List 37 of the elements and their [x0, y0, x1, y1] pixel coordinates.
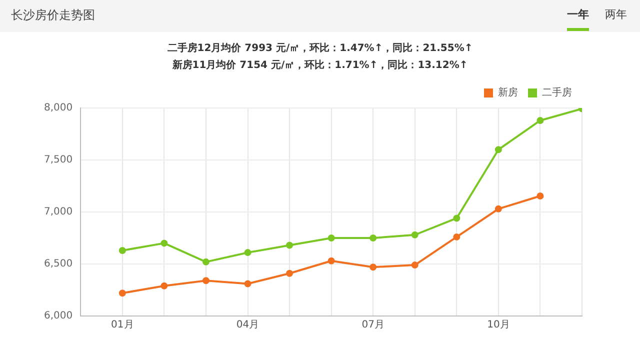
point [244, 280, 252, 288]
point [370, 234, 377, 242]
point [536, 116, 544, 124]
point [118, 290, 126, 297]
point [202, 277, 210, 284]
point [536, 192, 544, 200]
text: 一年 [567, 7, 589, 31]
text: 两年 [605, 7, 627, 23]
point [328, 257, 335, 264]
point [411, 262, 418, 269]
point [286, 270, 294, 277]
point [494, 205, 502, 212]
y-tick-label: 8,000 [44, 102, 73, 114]
point [118, 246, 126, 254]
point [494, 146, 502, 154]
point [411, 231, 418, 238]
y-tick-label: 7,000 [44, 206, 73, 218]
point [244, 249, 252, 256]
y-tick-label: 6,500 [44, 258, 73, 270]
chart-subtitle: 二手房12月均价 7993 元/㎡，环比：1.47%↑，同比：21.55%↑ 新房11月均价 7154 元/㎡，环比：1.71%↑，同比：13.12%↑ [166, 41, 474, 73]
legend-label: 新房 [498, 86, 518, 99]
x-tick-label: 04月 [236, 320, 260, 331]
point [328, 234, 335, 242]
y-tick-label: 7,500 [44, 154, 73, 166]
point [202, 258, 210, 266]
x-tick-label: 10月 [487, 320, 510, 331]
point [453, 233, 460, 240]
point [160, 240, 168, 247]
point [286, 242, 294, 249]
x-tick-label: 07月 [362, 320, 384, 331]
point [370, 264, 377, 271]
legend-label: 二手房 [542, 86, 572, 99]
point [453, 214, 460, 222]
x-tick-label: 01月 [111, 320, 134, 331]
chart-title: 长沙房价走势图 [11, 7, 95, 24]
y-tick-label: 6,000 [44, 310, 73, 322]
point [160, 282, 168, 290]
